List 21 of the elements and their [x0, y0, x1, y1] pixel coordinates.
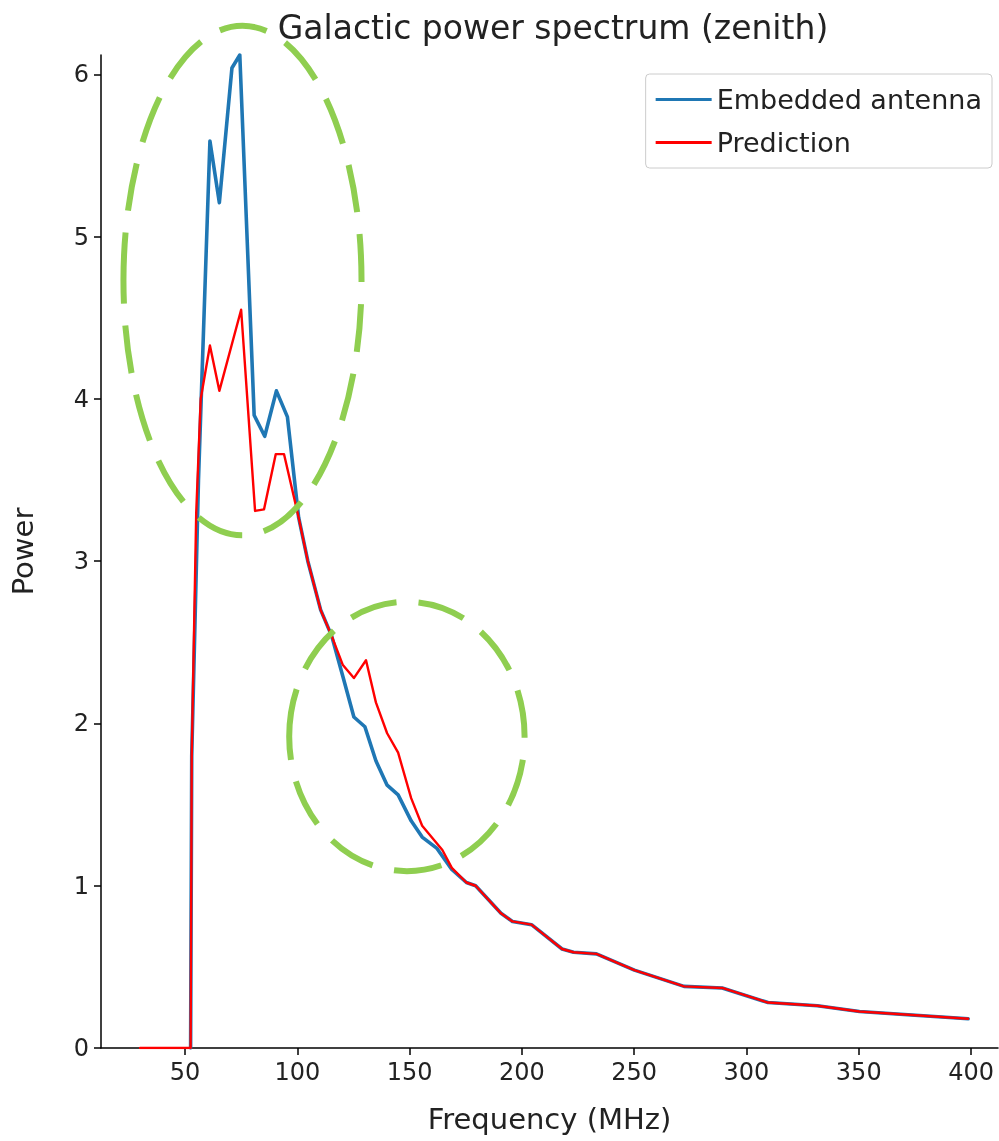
y-tick-label: 5: [73, 222, 89, 251]
y-tick-label: 0: [73, 1034, 89, 1062]
line-series: [138, 308, 970, 1050]
y-tick-label: 1: [73, 871, 89, 900]
legend-label: Prediction: [716, 127, 851, 158]
y-tick-label: 6: [73, 60, 89, 89]
x-tick-label: 250: [611, 1058, 658, 1086]
x-axis-title: Frequency (MHz): [427, 1101, 672, 1136]
x-tick-label: 100: [274, 1058, 321, 1086]
y-tick-label: 3: [73, 547, 89, 576]
y-tick-label: 4: [73, 384, 89, 413]
x-tick-label: 200: [498, 1058, 545, 1086]
chart-title: Galactic power spectrum (zenith): [277, 8, 829, 47]
x-tick-label: 350: [835, 1058, 882, 1086]
x-tick-label: 400: [948, 1058, 994, 1086]
x-tick-label: 50: [169, 1058, 201, 1086]
y-axis-title: Power: [5, 507, 40, 596]
x-tick-label: 150: [386, 1058, 433, 1086]
legend-label: Embedded antenna: [716, 84, 983, 115]
x-tick-label: 300: [723, 1058, 770, 1086]
y-tick-label: 2: [73, 709, 89, 738]
